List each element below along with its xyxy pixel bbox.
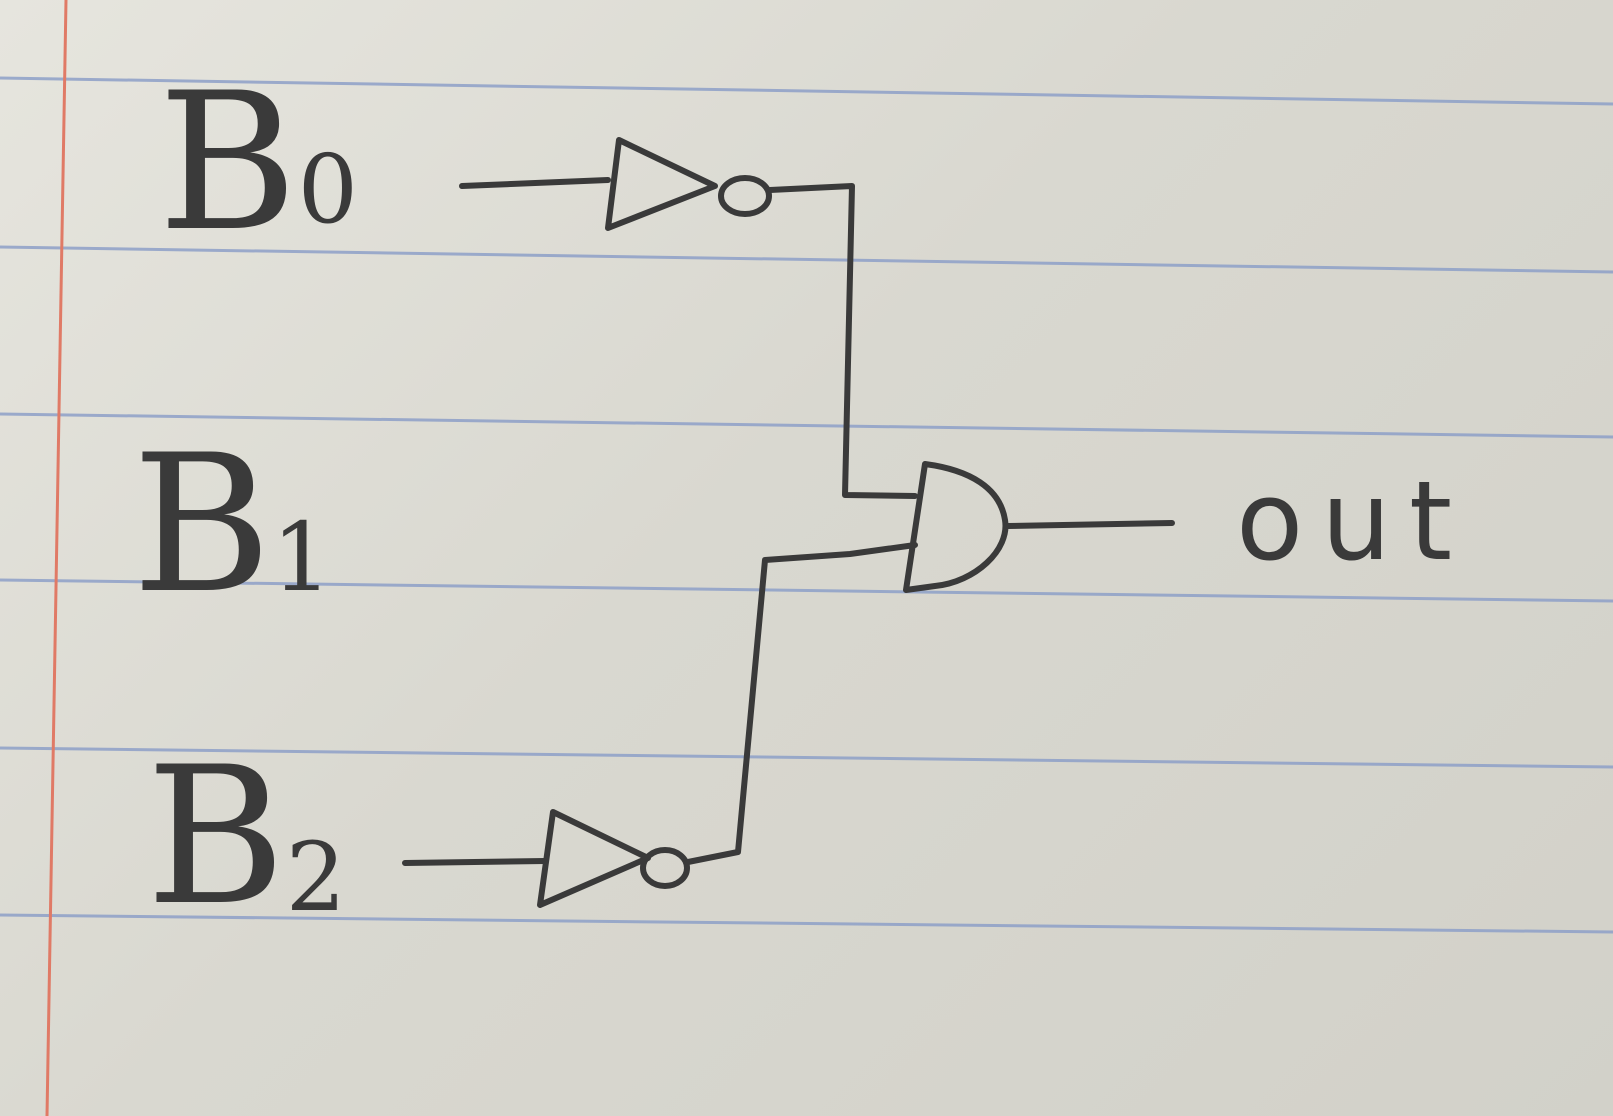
not-bubble-b0 bbox=[718, 175, 772, 217]
output-label: out bbox=[1236, 457, 1471, 585]
input-letter: B bbox=[146, 726, 286, 947]
not-gate-b0 bbox=[605, 137, 718, 231]
wire-not-b0-to-and bbox=[767, 183, 918, 499]
input-subscript: 1 bbox=[271, 503, 333, 613]
input-subscript: 0 bbox=[297, 135, 359, 245]
and-gate bbox=[903, 461, 1009, 593]
not-bubble-b2 bbox=[640, 847, 690, 889]
ruled-line bbox=[0, 578, 1613, 603]
ruled-line bbox=[0, 412, 1613, 439]
wire-b0-input bbox=[459, 177, 611, 189]
wire-not-b2-to-and bbox=[685, 542, 918, 865]
ruled-line bbox=[0, 76, 1613, 106]
wire-output bbox=[1005, 520, 1175, 529]
input-label-b1: B1 bbox=[132, 430, 332, 620]
input-label-b2: B2 bbox=[146, 742, 346, 932]
ruled-line bbox=[0, 245, 1613, 274]
input-subscript: 2 bbox=[285, 823, 347, 933]
input-label-b0: B0 bbox=[158, 68, 358, 258]
input-letter: B bbox=[132, 414, 272, 635]
ruled-line bbox=[0, 913, 1613, 934]
input-letter: B bbox=[158, 52, 298, 273]
ruled-line bbox=[0, 746, 1613, 769]
margin-line bbox=[45, 0, 68, 1116]
wire-b2-input bbox=[402, 858, 548, 866]
not-gate-b2 bbox=[537, 809, 651, 908]
